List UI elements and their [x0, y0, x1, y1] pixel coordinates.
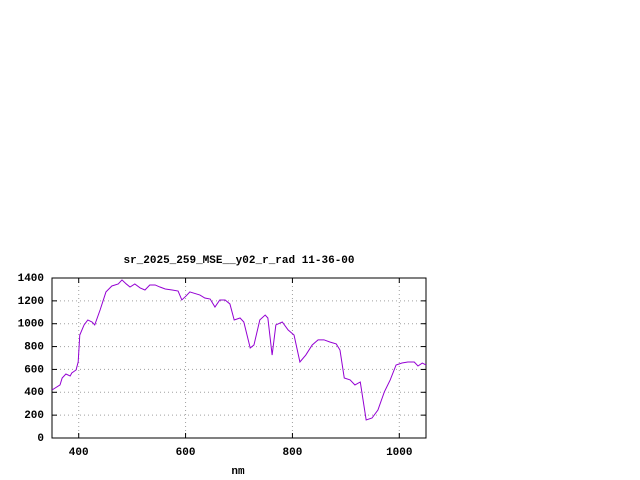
y-tick-label: 400 — [24, 387, 44, 399]
chart-title: sr_2025_259_MSE__y02_r_rad 11-36-00 — [123, 255, 354, 267]
x-tick-label: 1000 — [386, 447, 412, 459]
x-tick-label: 400 — [69, 447, 89, 459]
plot-frame — [51, 277, 427, 439]
y-tick-label: 200 — [24, 410, 44, 422]
y-tick-label: 1000 — [18, 319, 44, 331]
y-tick-label: 800 — [24, 341, 44, 353]
x-tick-label: 600 — [176, 447, 196, 459]
x-axis-label: nm — [231, 466, 245, 478]
data-line — [51, 279, 427, 421]
y-tick-label: 600 — [24, 364, 44, 376]
y-tick-label: 1200 — [18, 296, 44, 308]
x-tick-label: 800 — [283, 447, 303, 459]
y-tick-label: 1400 — [18, 273, 44, 285]
y-tick-label: 0 — [37, 433, 44, 445]
